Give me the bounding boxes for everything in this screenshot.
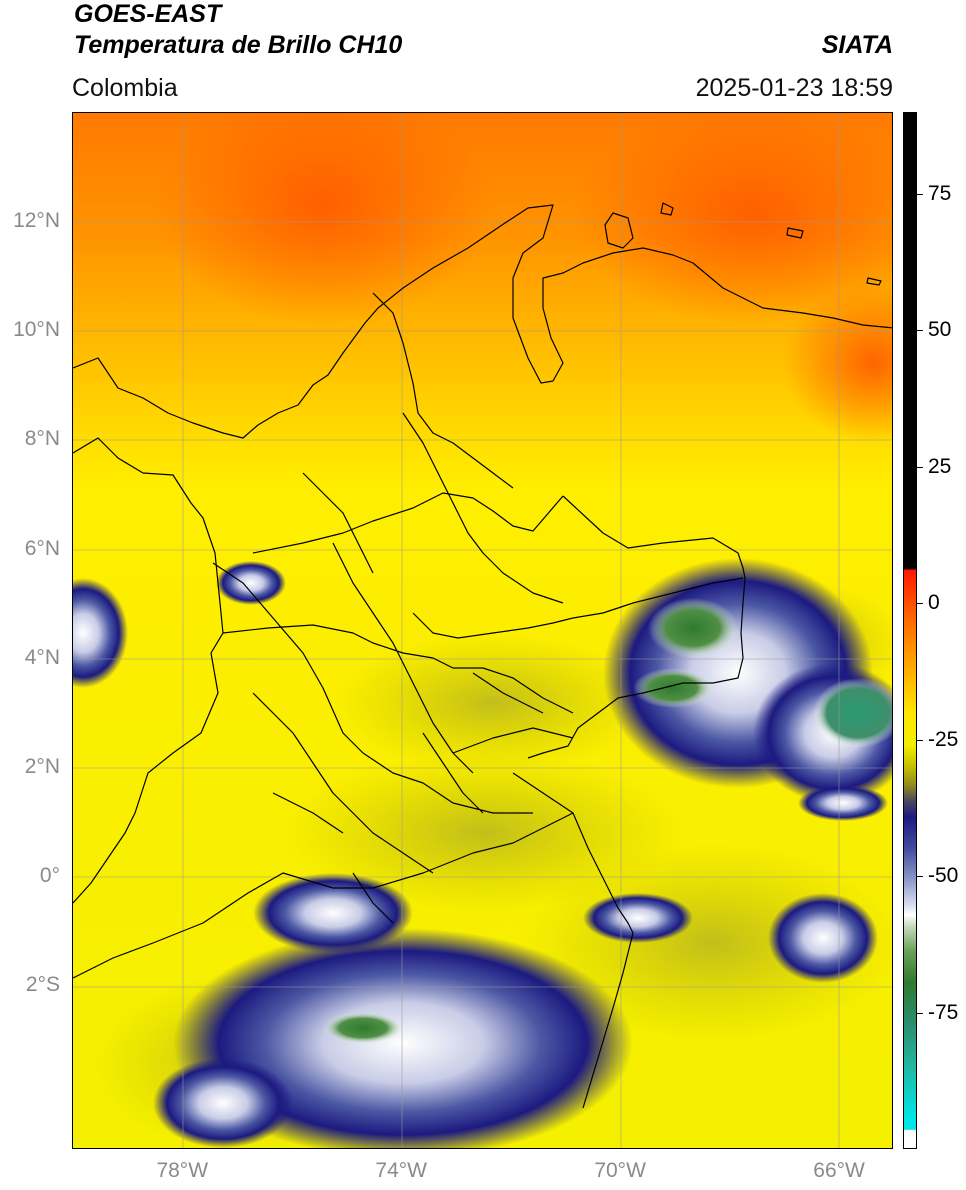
caribbean-coastline bbox=[73, 204, 892, 439]
title-satellite: GOES-EAST bbox=[74, 0, 222, 28]
colorbar-tick-label: 50 bbox=[928, 318, 952, 341]
y-tick-label: 2°S bbox=[25, 973, 60, 997]
island bbox=[866, 277, 882, 286]
cold-cloud-top bbox=[323, 1012, 403, 1044]
colorbar-tick-label: 0 bbox=[928, 591, 940, 614]
southern-border bbox=[73, 812, 634, 1109]
department-borders bbox=[212, 292, 744, 924]
warm-region bbox=[573, 113, 892, 323]
y-tick-label: 6°N bbox=[24, 536, 60, 560]
convective-cloud bbox=[798, 785, 888, 821]
colorbar-tick-mark bbox=[917, 740, 923, 741]
timestamp-label: 2025-01-23 18:59 bbox=[695, 74, 893, 102]
cold-cloud-top bbox=[633, 668, 713, 708]
colorbar-tick-mark bbox=[917, 467, 923, 468]
pacific-coastline bbox=[73, 437, 224, 904]
island bbox=[786, 227, 804, 239]
y-tick-label: 10°N bbox=[13, 318, 60, 342]
y-tick-label: 2°N bbox=[24, 754, 60, 778]
source-label: SIATA bbox=[821, 31, 893, 59]
olive-region bbox=[523, 843, 892, 1043]
colorbar-tick-mark bbox=[917, 330, 923, 331]
convective-cloud bbox=[216, 561, 286, 605]
y-tick-label: 8°N bbox=[24, 427, 60, 451]
brightness-temperature-map bbox=[73, 113, 892, 1148]
convective-cloud bbox=[73, 578, 128, 688]
warm-region bbox=[153, 113, 493, 323]
island bbox=[604, 212, 634, 249]
colorbar-tick-mark bbox=[917, 603, 923, 604]
convective-cloud bbox=[768, 893, 878, 983]
convective-cloud bbox=[153, 1058, 293, 1148]
colorbar-tick-mark bbox=[917, 194, 923, 195]
map-panel bbox=[72, 112, 893, 1149]
x-tick-label: 70°W bbox=[594, 1159, 646, 1182]
region-label: Colombia bbox=[72, 74, 178, 102]
x-tick-label: 66°W bbox=[813, 1159, 865, 1182]
x-tick-label: 78°W bbox=[156, 1159, 209, 1182]
colorbar-tick-label: -75 bbox=[928, 1001, 959, 1024]
island bbox=[660, 202, 674, 216]
eastern-border bbox=[527, 495, 746, 759]
colorbar bbox=[903, 112, 917, 1149]
x-tick-label: 74°W bbox=[375, 1159, 427, 1182]
warm-region bbox=[783, 283, 892, 443]
colorbar-tick-label: -25 bbox=[928, 728, 959, 751]
convective-cloud bbox=[583, 893, 693, 943]
colorbar-tick-mark bbox=[917, 876, 923, 877]
y-tick-label: 0° bbox=[39, 864, 60, 888]
convective-cloud bbox=[253, 873, 413, 953]
colorbar-tick-label: -50 bbox=[928, 864, 959, 887]
colorbar-tick-label: 25 bbox=[928, 455, 952, 478]
colorbar-tick-label: 75 bbox=[928, 182, 952, 205]
title-product: Temperatura de Brillo CH10 bbox=[74, 31, 403, 59]
coastlines-and-borders bbox=[73, 202, 892, 1109]
coldest-cloud-top bbox=[813, 678, 892, 748]
cold-cloud-top bbox=[648, 598, 738, 658]
y-tick-label: 4°N bbox=[24, 645, 60, 669]
y-tick-label: 12°N bbox=[13, 209, 60, 233]
gridlines bbox=[73, 113, 892, 1148]
colorbar-tick-mark bbox=[917, 1013, 923, 1014]
